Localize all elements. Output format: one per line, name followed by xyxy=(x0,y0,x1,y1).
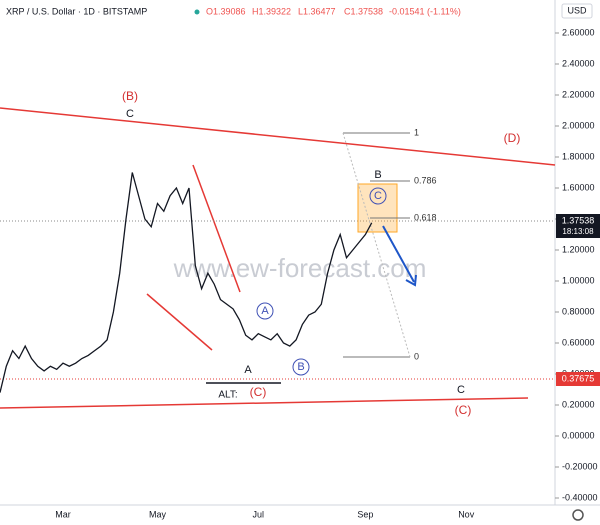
y-tick-label: 1.60000 xyxy=(562,182,595,192)
target-box xyxy=(357,183,398,233)
fib-label: 0.786 xyxy=(414,175,437,185)
fib-label: 1 xyxy=(414,127,419,137)
trendline xyxy=(192,164,241,293)
y-tick-label: -0.40000 xyxy=(562,492,598,502)
trendline xyxy=(0,107,556,166)
y-tick-label: -0.20000 xyxy=(562,461,598,471)
x-tick-label: Jul xyxy=(253,509,265,519)
x-tick-label: Sep xyxy=(357,509,373,519)
watermark: www.ew-forecast.com xyxy=(173,253,427,283)
wave-label: C xyxy=(374,190,382,202)
wave-label: (C) xyxy=(455,403,472,417)
arrow xyxy=(382,225,415,283)
wave-label: A xyxy=(261,305,269,317)
symbol: XRP / U.S. Dollar · 1D · BITSTAMP xyxy=(6,6,147,16)
y-tick-label: 0.20000 xyxy=(562,399,595,409)
wave-label: B xyxy=(297,361,304,373)
wave-label: A xyxy=(244,364,252,376)
open: O1.39086 xyxy=(206,6,246,16)
arrow-head xyxy=(405,274,417,287)
x-tick-label: Mar xyxy=(55,509,71,519)
wave-circle xyxy=(256,302,274,320)
y-tick-label: 2.00000 xyxy=(562,120,595,130)
close: C1.37538 xyxy=(344,6,383,16)
wave-label: (D) xyxy=(504,131,521,145)
currency-button[interactable] xyxy=(561,3,593,19)
y-tick-label: 0.60000 xyxy=(562,337,595,347)
wave-label: (B) xyxy=(122,89,138,103)
change: -0.01541 (-1.11%) xyxy=(389,6,461,16)
y-tick-label: 1.20000 xyxy=(562,244,595,254)
alt-label: ALT: xyxy=(218,390,237,401)
wave-circle xyxy=(369,187,387,205)
x-tick-label: May xyxy=(149,509,167,519)
fib-label: 0.618 xyxy=(414,212,437,222)
wave-label: (C) xyxy=(250,385,267,399)
currency: USD xyxy=(567,5,587,15)
settings-icon[interactable] xyxy=(572,509,584,521)
high: H1.39322 xyxy=(252,6,291,16)
fib-trend xyxy=(342,132,411,358)
price-line xyxy=(0,172,373,393)
plot xyxy=(0,172,373,393)
last-price: 1.37538 xyxy=(562,215,595,225)
header: XRP / U.S. Dollar · 1D · BITSTAMP O1.390… xyxy=(6,6,461,16)
wave-circle xyxy=(292,358,310,376)
countdown: 18:13:08 xyxy=(562,227,594,236)
fib-label: 0 xyxy=(414,351,419,361)
y-tick-label: 0.00000 xyxy=(562,430,595,440)
status-dot xyxy=(194,9,200,15)
wave-label: C xyxy=(126,108,134,120)
y-tick-label: 2.40000 xyxy=(562,58,595,68)
level-label: 0.37675 xyxy=(562,373,595,383)
y-tick-label: 0.80000 xyxy=(562,306,595,316)
y-tick-label: 1.00000 xyxy=(562,275,595,285)
y-tick-label: 2.20000 xyxy=(562,89,595,99)
trendline xyxy=(146,293,213,351)
y-tick-label: 1.80000 xyxy=(562,151,595,161)
trendline xyxy=(0,397,529,409)
wave-label: C xyxy=(457,384,465,396)
y-tick-label: 2.60000 xyxy=(562,27,595,37)
level-box xyxy=(556,372,600,386)
low: L1.36477 xyxy=(298,6,336,16)
wave-label: B xyxy=(374,169,381,181)
x-tick-label: Nov xyxy=(458,509,475,519)
last-price-box xyxy=(556,214,600,238)
